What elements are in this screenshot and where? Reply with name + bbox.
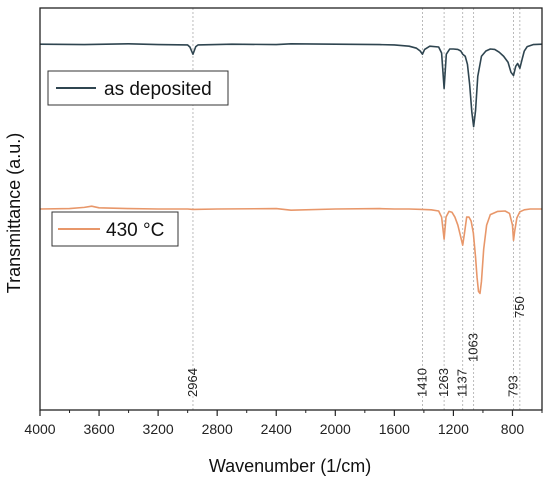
legend-label-as-deposited: as deposited (104, 79, 212, 100)
y-axis-title: Transmittance (a.u.) (4, 133, 24, 293)
x-tick-label-2000: 2000 (320, 421, 351, 437)
legend-as-deposited: as deposited (47, 70, 229, 106)
x-tick-label-1200: 1200 (438, 421, 469, 437)
peak-label-1263: 1263 (436, 368, 451, 397)
peak-label-750: 750 (512, 296, 527, 318)
peak-labels: 2964 1410 1263 1137 1063 793 750 (185, 296, 527, 397)
x-tick-label-3600: 3600 (83, 421, 114, 437)
x-tick-label-1600: 1600 (379, 421, 410, 437)
x-tick-label-3200: 3200 (143, 421, 174, 437)
plot-frame (39, 7, 543, 411)
legend-430c: 430 °C (51, 211, 179, 247)
x-tick-label-2800: 2800 (202, 421, 233, 437)
series-line-as-deposited (39, 42, 543, 128)
series-layer (39, 42, 543, 295)
peak-label-1410: 1410 (414, 368, 429, 397)
x-tick-label-4000: 4000 (24, 421, 55, 437)
peak-label-2964: 2964 (185, 368, 200, 397)
peak-label-1063: 1063 (466, 333, 481, 362)
x-tick-label-2400: 2400 (261, 421, 292, 437)
peak-label-793: 793 (506, 375, 521, 397)
series-line-430c (39, 205, 542, 295)
legend-label-430c: 430 °C (106, 220, 164, 241)
x-axis-ticks: 4000 3600 3200 2800 2400 2000 1600 1200 800 (24, 410, 543, 437)
x-tick-label-800: 800 (501, 421, 525, 437)
x-axis-title: Wavenumber (1/cm) (209, 456, 371, 476)
peak-label-1137: 1137 (455, 369, 470, 397)
